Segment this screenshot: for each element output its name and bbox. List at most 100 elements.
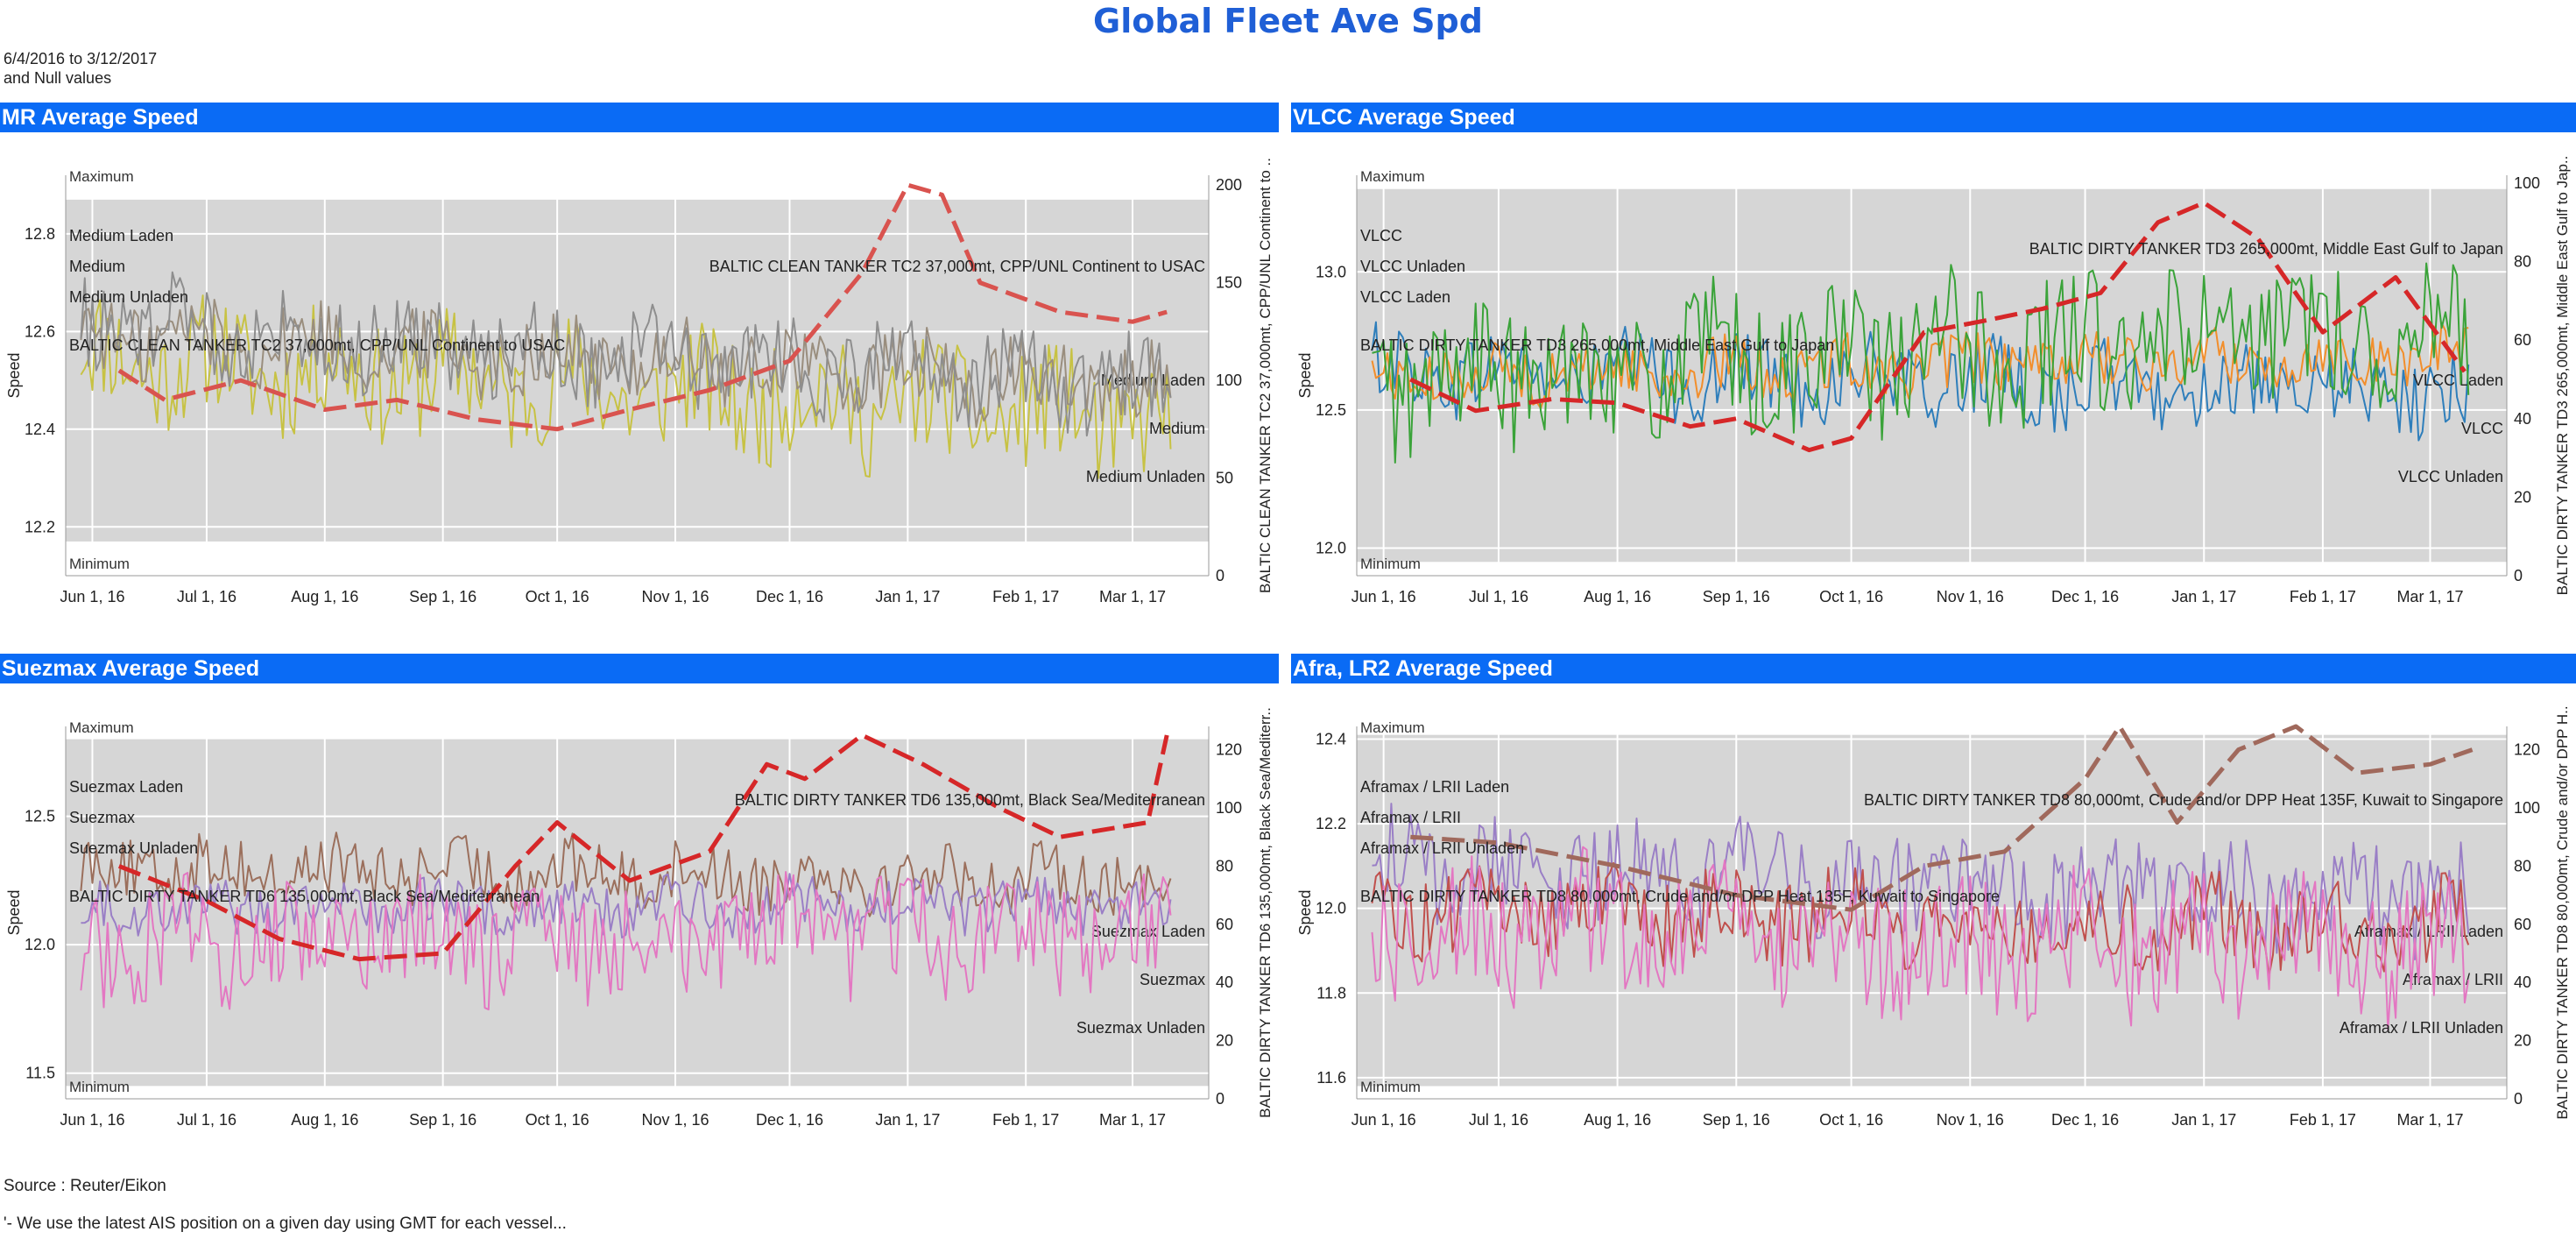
series-start-label: VLCC: [1360, 227, 1402, 244]
series-start-label: Medium Laden: [69, 227, 173, 244]
x-tick-label: Feb 1, 17: [992, 1111, 1059, 1129]
maximum-label: Maximum: [69, 719, 134, 736]
maximum-label: Maximum: [69, 168, 134, 185]
maximum-label: Maximum: [1360, 719, 1425, 736]
series-start-label: BALTIC DIRTY TANKER TD8 80,000mt, Crude …: [1360, 888, 2000, 905]
x-tick-label: Feb 1, 17: [992, 588, 1059, 605]
y-tick-label: 12.2: [1316, 815, 1346, 832]
x-tick-label: Jun 1, 16: [1352, 588, 1416, 605]
y-axis-title: Speed: [1296, 352, 1314, 398]
series-line: [1410, 724, 2474, 912]
series-end-label: VLCC Unladen: [2398, 468, 2503, 485]
y-tick-label: 11.8: [1316, 984, 1346, 1002]
y2-tick-label: 40: [1216, 974, 1233, 991]
x-tick-label: Nov 1, 16: [1937, 1111, 2004, 1129]
y-tick-label: 12.4: [1316, 730, 1346, 747]
y-tick-label: 12.0: [1316, 900, 1346, 917]
series-line: [1371, 846, 2470, 1031]
series-start-label: BALTIC DIRTY TANKER TD3 265,000mt, Middl…: [1360, 336, 1834, 354]
y2-tick-label: 40: [2514, 410, 2531, 428]
y-tick-label: 12.5: [25, 808, 55, 825]
y2-tick-label: 50: [1216, 470, 1233, 487]
series-start-label: BALTIC DIRTY TANKER TD6 135,000mt, Black…: [69, 888, 540, 905]
y2-tick-label: 100: [2514, 174, 2540, 192]
x-tick-label: Aug 1, 16: [1584, 588, 1651, 605]
y-tick-label: 11.5: [25, 1065, 55, 1082]
x-tick-label: Oct 1, 16: [1819, 588, 1883, 605]
y-tick-label: 13.0: [1316, 263, 1346, 280]
x-tick-label: Mar 1, 17: [1099, 1111, 1166, 1129]
x-tick-label: Jul 1, 16: [177, 1111, 236, 1129]
series-line: [1371, 322, 2469, 410]
minimum-label: Minimum: [1360, 1079, 1421, 1095]
series-start-label: Suezmax: [69, 809, 135, 826]
series-end-label: Aframax / LRII: [2403, 971, 2503, 988]
y-axis-title: Speed: [1296, 889, 1314, 935]
y2-tick-label: 0: [2514, 567, 2523, 584]
x-tick-label: Jan 1, 17: [875, 1111, 940, 1129]
series-line: [81, 873, 1172, 939]
x-tick-label: Nov 1, 16: [641, 1111, 709, 1129]
series-start-label: BALTIC CLEAN TANKER TC2 37,000mt, CPP/UN…: [69, 336, 565, 354]
ais-position-note: '- We use the latest AIS position on a g…: [4, 1214, 567, 1233]
y2-tick-label: 200: [1216, 176, 1242, 194]
x-tick-label: Oct 1, 16: [526, 588, 589, 605]
x-tick-label: Jun 1, 16: [60, 1111, 124, 1129]
series-line: [80, 294, 1172, 479]
x-tick-label: Oct 1, 16: [1819, 1111, 1883, 1129]
page-title: Global Fleet Ave Spd: [1093, 2, 1483, 40]
y2-axis-title: BALTIC DIRTY TANKER TD8 80,000mt, Crude …: [2554, 705, 2571, 1119]
series-line: [117, 733, 1169, 962]
y2-tick-label: 60: [2514, 916, 2531, 933]
series-end-label: Aframax / LRII Laden: [2354, 923, 2503, 940]
y-tick-label: 12.4: [25, 421, 55, 438]
y2-tick-label: 40: [2514, 974, 2531, 991]
y-tick-label: 12.0: [25, 936, 55, 953]
series-end-label: Suezmax: [1140, 971, 1205, 988]
x-tick-label: Dec 1, 16: [2051, 1111, 2119, 1129]
x-tick-label: Jan 1, 17: [875, 588, 940, 605]
x-tick-label: Aug 1, 16: [1584, 1111, 1651, 1129]
range-band: [66, 199, 1209, 542]
series-line: [80, 871, 1172, 1011]
x-tick-label: Mar 1, 17: [2396, 588, 2463, 605]
mr-average-speed-chart: Jun 1, 16 Jul 1, 16 Aug 1, 16 Sep 1, 16 Oct …: [5, 158, 1274, 605]
date-range-filter: 6/4/2016 to 3/12/2017: [4, 50, 158, 67]
y2-tick-label: 60: [2514, 331, 2531, 349]
y-axis-title: Speed: [5, 889, 23, 935]
x-tick-label: Mar 1, 17: [2396, 1111, 2463, 1129]
x-tick-label: Oct 1, 16: [526, 1111, 589, 1129]
y2-tick-label: 80: [2514, 857, 2531, 874]
x-tick-label: Aug 1, 16: [291, 588, 358, 605]
vlcc-panel-header: VLCC Average Speed: [1291, 103, 2576, 132]
series-start-label: Medium Unladen: [69, 288, 188, 306]
x-tick-label: Aug 1, 16: [291, 1111, 358, 1129]
y-tick-label: 12.6: [25, 322, 55, 340]
x-tick-label: Feb 1, 17: [2290, 1111, 2356, 1129]
aframax-panel-header: Afra, LR2 Average Speed: [1291, 654, 2576, 683]
y2-tick-label: 100: [1216, 799, 1242, 817]
x-tick-label: Sep 1, 16: [1703, 588, 1770, 605]
x-tick-label: Dec 1, 16: [756, 1111, 823, 1129]
y2-tick-label: 100: [1216, 372, 1242, 389]
y2-axis-title: BALTIC CLEAN TANKER TC2 37,000mt, CPP/UN…: [1257, 158, 1274, 593]
x-tick-label: Dec 1, 16: [2051, 588, 2119, 605]
suezmax-panel-header: Suezmax Average Speed: [0, 654, 1279, 683]
suezmax-average-speed-chart: Jun 1, 16 Jul 1, 16 Aug 1, 16 Sep 1, 16 Oct …: [5, 707, 1274, 1129]
x-tick-label: Jun 1, 16: [1352, 1111, 1416, 1129]
series-line: [80, 271, 1172, 437]
y2-tick-label: 0: [2514, 1090, 2523, 1108]
series-start-label: Suezmax Laden: [69, 778, 183, 796]
y-tick-label: 11.6: [1316, 1069, 1346, 1087]
x-tick-label: Jan 1, 17: [2171, 1111, 2236, 1129]
minimum-label: Minimum: [1360, 556, 1421, 572]
y2-tick-label: 20: [2514, 488, 2531, 506]
y2-tick-label: 0: [1216, 567, 1224, 584]
series-end-label: BALTIC DIRTY TANKER TD8 80,000mt, Crude …: [1864, 791, 2503, 809]
x-tick-label: Jan 1, 17: [2171, 588, 2236, 605]
aframax-average-speed-chart: Jun 1, 16 Jul 1, 16 Aug 1, 16 Sep 1, 16 Oct …: [1296, 705, 2571, 1129]
y-tick-label: 12.5: [1316, 401, 1346, 419]
series-start-label: Aframax / LRII: [1360, 809, 1461, 826]
y2-tick-label: 60: [1216, 916, 1233, 933]
y2-tick-label: 80: [2514, 253, 2531, 271]
